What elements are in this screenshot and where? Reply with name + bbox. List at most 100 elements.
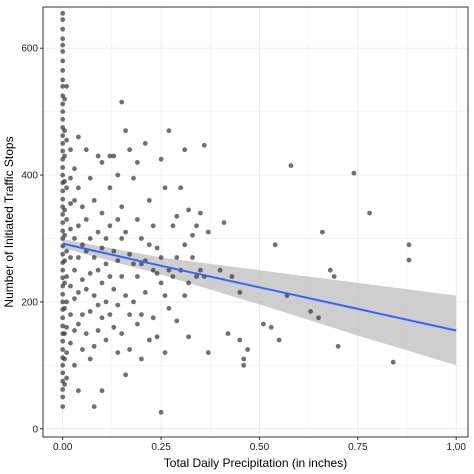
data-point [99,388,105,394]
data-point [142,290,148,295]
data-point [174,255,180,260]
data-point [83,331,89,336]
data-point [60,394,66,400]
data-point [60,10,66,16]
data-point [127,251,132,257]
data-point [62,153,67,159]
data-point [119,99,125,105]
data-point [68,226,73,232]
data-point [80,242,85,248]
data-point [60,116,66,122]
data-point [186,334,192,340]
data-point [60,172,66,178]
data-point [87,309,93,314]
data-point [131,299,136,305]
data-point [107,153,113,159]
data-point [60,101,66,107]
data-point [158,156,164,162]
data-point [60,83,66,89]
data-point [127,312,132,317]
data-point [62,96,67,102]
data-point [331,274,337,279]
data-point [99,280,105,286]
data-point [123,128,128,134]
data-point [60,404,66,409]
data-point [60,267,66,273]
data-point [217,267,223,273]
data-point [83,147,89,153]
data-point [139,356,144,362]
data-point [182,293,188,298]
data-point [87,175,93,181]
y-tick-label: 400 [21,171,38,182]
data-point [154,334,160,340]
data-point [142,141,148,146]
data-point [60,347,66,352]
data-point [68,283,73,289]
data-point [60,26,66,32]
data-point [111,286,117,292]
x-axis-title: Total Daily Precipitation (in inches) [164,456,347,470]
data-point [60,148,66,154]
data-point [276,337,282,343]
data-point [62,356,67,362]
data-point [131,175,136,181]
data-point [72,296,77,302]
data-point [60,243,66,249]
data-point [91,293,97,298]
data-point [229,274,235,279]
data-point [198,210,203,216]
data-point [91,343,97,349]
data-point [76,223,81,229]
data-point [62,207,67,213]
data-point [127,147,132,153]
data-point [80,347,85,352]
data-point [60,338,66,344]
data-point [60,58,66,64]
data-point [225,331,231,336]
data-point [99,160,105,165]
data-point [119,204,125,210]
data-point [103,337,109,343]
data-point [64,248,69,254]
data-point [335,343,341,349]
data-point [154,271,160,276]
data-point [72,328,77,333]
data-point [241,362,247,368]
data-point [186,207,192,213]
data-point [99,210,105,216]
data-point [76,255,81,260]
data-point [158,280,164,286]
data-point [111,248,117,254]
fit-line-layer [62,242,457,332]
data-point [60,362,66,368]
data-point [150,315,156,321]
data-point [95,267,101,273]
data-point [261,321,266,327]
data-point [115,258,121,264]
data-point [205,350,211,355]
data-point [60,141,66,146]
data-point [115,172,121,178]
data-point [64,137,69,143]
data-point [64,350,69,355]
x-tick-label: 0.00 [53,442,73,453]
data-point [320,229,325,235]
data-point [64,274,69,279]
data-point [64,217,69,222]
data-point [221,220,227,226]
data-point [62,232,67,238]
data-point [80,312,85,317]
data-point [64,185,69,191]
data-point [198,267,203,273]
data-point [123,372,128,378]
data-point [99,245,105,251]
data-point [174,318,180,324]
data-point [139,236,144,241]
data-point [62,280,67,286]
data-point [146,242,152,248]
data-point [95,328,101,333]
data-point [154,245,160,251]
grid-lines [43,7,468,437]
data-point [135,160,140,165]
